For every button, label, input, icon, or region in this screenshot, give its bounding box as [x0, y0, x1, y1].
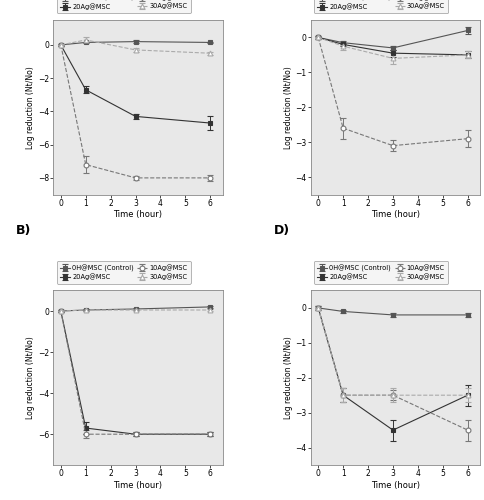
Y-axis label: Log reduction (Nt/No): Log reduction (Nt/No): [283, 66, 292, 148]
X-axis label: Time (hour): Time (hour): [113, 481, 162, 490]
Y-axis label: Log reduction (Nt/No): Log reduction (Nt/No): [26, 66, 35, 148]
X-axis label: Time (hour): Time (hour): [113, 210, 162, 220]
Legend: 0H@MSC (Control), 20Ag@MSC, 10Ag@MSC, 30Ag@MSC: 0H@MSC (Control), 20Ag@MSC, 10Ag@MSC, 30…: [314, 261, 447, 283]
Y-axis label: Log reduction (Nt/No): Log reduction (Nt/No): [283, 336, 292, 419]
Legend: 0H@MSC (Control), 20Ag@MSC, 10Ag@MSC, 30Ag@MSC: 0H@MSC (Control), 20Ag@MSC, 10Ag@MSC, 30…: [57, 261, 190, 283]
X-axis label: Time (hour): Time (hour): [370, 481, 419, 490]
Legend: 0H@MSC (Control), 20Ag@MSC, 10Ag@MSC, 30Ag@MSC: 0H@MSC (Control), 20Ag@MSC, 10Ag@MSC, 30…: [314, 0, 447, 13]
X-axis label: Time (hour): Time (hour): [370, 210, 419, 220]
Legend: 0H@MSC (Control), 20Ag@MSC, 10Ag@MSC, 30Ag@MSC: 0H@MSC (Control), 20Ag@MSC, 10Ag@MSC, 30…: [57, 0, 190, 13]
Y-axis label: Log reduction (Nt/No): Log reduction (Nt/No): [26, 336, 35, 419]
Text: B): B): [16, 224, 31, 237]
Text: D): D): [273, 224, 289, 237]
